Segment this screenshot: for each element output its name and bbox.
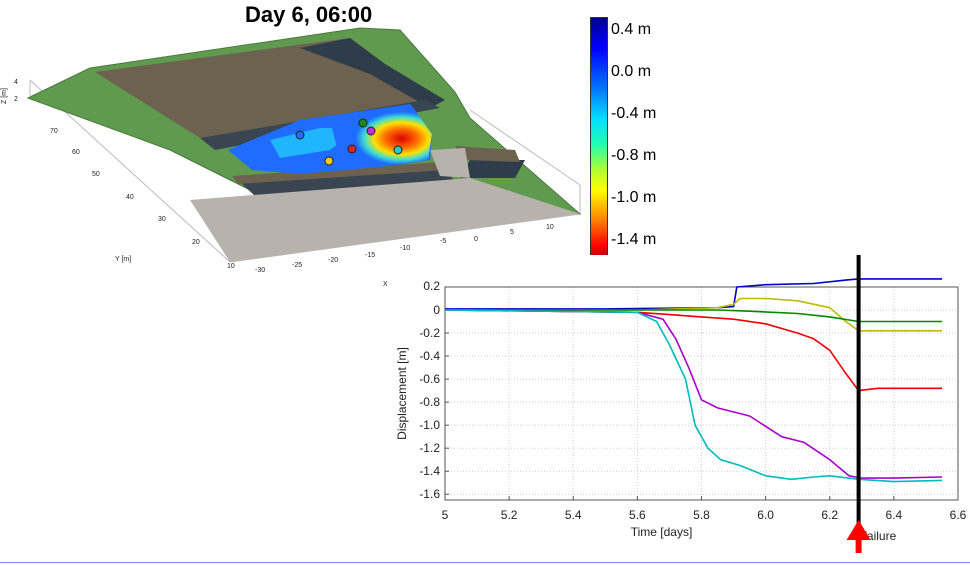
- colorbar-label: -1.4 m: [611, 231, 657, 248]
- displacement-colorbar: [590, 17, 608, 272]
- bottom-rule: [0, 562, 970, 563]
- x-tick: 0: [474, 236, 478, 243]
- frame-title: Day 6, 06:00: [245, 2, 373, 27]
- x-tick: -25: [292, 262, 302, 269]
- colorbar-label: -1.0 m: [611, 189, 657, 206]
- displacement-series-line: [444, 309, 943, 479]
- y-tick-label: -0.4: [419, 349, 440, 363]
- y-axis-label: Displacement [m]: [395, 347, 409, 440]
- displacement-chart-svg: 5 5.2 5.4 5.6 5.8 6.0 6.2 6.4 6.6 0 -0.2 -0.4 -0.6 -0…: [395, 255, 967, 553]
- failure-label: failure: [864, 529, 897, 543]
- y-tick-label: -1.6: [419, 487, 440, 501]
- displacement-series-line: [445, 309, 942, 323]
- x-tick-label: 5.4: [565, 508, 582, 522]
- displacement-chart: 5 5.2 5.4 5.6 5.8 6.0 6.2 6.4 6.6 0 -0.2 -0.4 -0.6 -0…: [388, 255, 970, 553]
- y-tick-label: -1.2: [419, 441, 440, 455]
- colorbar-label: 0.4 m: [611, 21, 652, 38]
- terrain-3d-view: Z [m] 4 2 70 60 50 40 30 20 10 Y [m] -30…: [1, 27, 582, 288]
- x-axis-label: Time [days]: [631, 525, 693, 539]
- x-tick: -15: [365, 252, 375, 259]
- x-tick-label: 6.2: [821, 508, 838, 522]
- z-tick: 4: [14, 79, 18, 86]
- x-tick: -5: [440, 238, 446, 245]
- x-tick: 10: [546, 224, 554, 231]
- y-tick: 20: [192, 239, 200, 246]
- plot-frame: [444, 286, 959, 501]
- z-tick: 2: [14, 96, 18, 103]
- x-tick-label: 6.6: [950, 508, 967, 522]
- y-tick: 70: [50, 128, 58, 135]
- colorbar-label: -0.8 m: [611, 147, 657, 164]
- y-tick-label: -0.8: [419, 395, 440, 409]
- x-tick-label: 6.0: [757, 508, 774, 522]
- x-tick: -20: [328, 257, 338, 264]
- x-tick: 5: [510, 229, 514, 236]
- x-tick-label: 5: [442, 508, 449, 522]
- failure-arrow-head: [846, 520, 871, 540]
- x-tick-label: 5.6: [629, 508, 646, 522]
- z-axis-label: Z [m]: [1, 88, 8, 104]
- failure-arrow-shaft: [855, 540, 862, 553]
- y-tick-label-top: 0.2: [423, 279, 440, 293]
- y-tick: 10: [227, 263, 235, 270]
- y-tick-label: -0.6: [419, 372, 440, 386]
- y-axis-label: Y [m]: [115, 256, 131, 263]
- x-tick: -10: [400, 245, 410, 252]
- y-tick: 40: [126, 194, 134, 201]
- y-tick-label: -1.4: [419, 464, 440, 478]
- y-tick: 30: [158, 216, 166, 223]
- x-tick: -30: [255, 267, 265, 274]
- colorbar-label: 0.0 m: [611, 63, 652, 80]
- x-tick-label: 6.4: [886, 508, 903, 522]
- y-tick: 60: [72, 149, 80, 156]
- y-tick-label: 0: [433, 303, 440, 317]
- y-tick-label: -0.2: [419, 326, 440, 340]
- displacement-series-line: [444, 309, 943, 483]
- displacement-series-line: [445, 278, 942, 310]
- y-tick: 50: [92, 171, 100, 178]
- displacement-series-line: [445, 297, 942, 332]
- y-tick-label: -1.0: [419, 418, 440, 432]
- colorbar-label: -0.4 m: [611, 105, 657, 122]
- x-tick-label: 5.2: [501, 508, 518, 522]
- x-tick-label: 5.8: [693, 508, 710, 522]
